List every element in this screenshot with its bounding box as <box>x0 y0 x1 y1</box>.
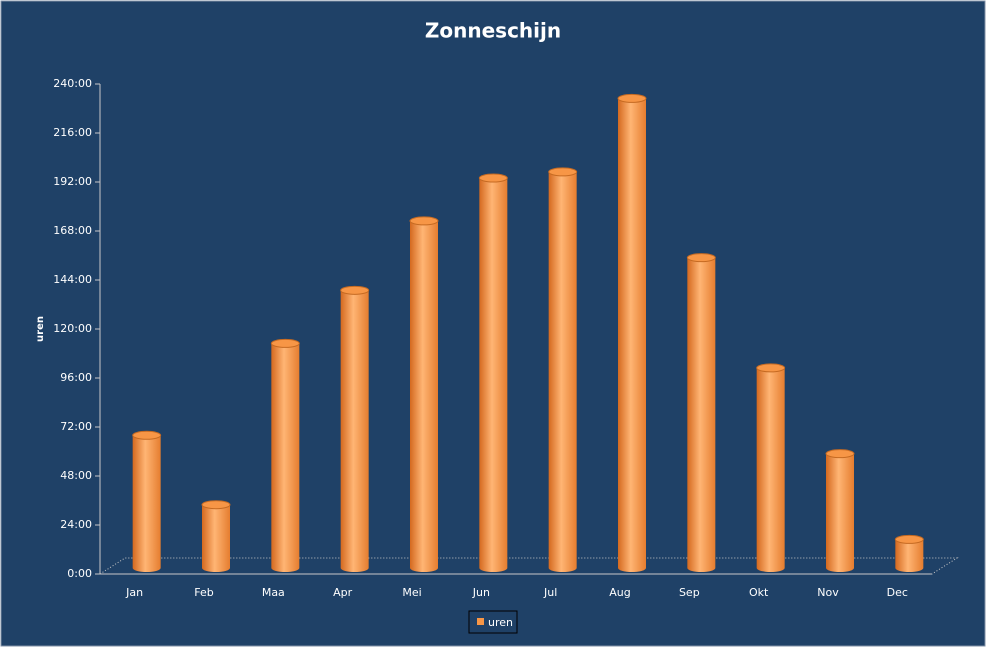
y-tick-label: 72:00 <box>60 420 92 433</box>
legend: uren <box>468 610 518 634</box>
y-tick-label: 0:00 <box>67 567 92 580</box>
x-tick-label: Okt <box>749 586 769 599</box>
x-tick-label: Maa <box>262 586 285 599</box>
bar-cap <box>409 216 439 226</box>
y-tick-label: 120:00 <box>53 322 92 335</box>
bar-cap <box>617 93 647 103</box>
bar-cap <box>340 285 370 295</box>
y-tick-label: 24:00 <box>60 518 92 531</box>
bar <box>756 367 785 572</box>
x-tick-label: Sep <box>679 586 700 599</box>
bar-cap <box>756 363 786 373</box>
legend-box <box>468 610 518 634</box>
x-tick-label: Aug <box>609 586 630 599</box>
y-tick-label: 48:00 <box>60 469 92 482</box>
floor <box>98 557 959 575</box>
x-tick-label: Nov <box>817 586 839 599</box>
bar <box>618 98 646 573</box>
y-axis-label: uren <box>35 316 46 342</box>
x-tick-label: Feb <box>194 586 213 599</box>
bar <box>687 257 716 572</box>
bar-cap <box>270 338 300 348</box>
bar <box>895 539 924 572</box>
bar-cap <box>478 173 508 183</box>
bar-cap <box>686 253 716 263</box>
bar <box>826 453 854 572</box>
bar-cap <box>132 430 162 440</box>
x-tick-label: Mei <box>402 586 421 599</box>
y-tick-label: 168:00 <box>53 224 92 237</box>
bar-cap <box>548 167 578 177</box>
y-tick-label: 240:00 <box>53 77 92 90</box>
y-tick-label: 192:00 <box>53 175 92 188</box>
bar-cap <box>825 449 855 459</box>
bar <box>202 504 230 572</box>
bar-cap <box>201 500 231 510</box>
x-tick-label: Jul <box>543 586 557 599</box>
bar <box>271 343 300 572</box>
bar <box>410 220 438 572</box>
bar-cap <box>894 534 924 544</box>
bar <box>132 435 161 572</box>
y-tick-label: 96:00 <box>60 371 92 384</box>
legend-label: uren <box>488 616 513 629</box>
x-tick-label: Dec <box>887 586 908 599</box>
bar <box>340 290 369 572</box>
bar <box>548 171 577 572</box>
legend-swatch <box>477 618 484 625</box>
y-tick-label: 144:00 <box>53 273 92 286</box>
y-tick-label: 216:00 <box>53 126 92 139</box>
x-tick-label: Apr <box>333 586 353 599</box>
bar <box>479 178 508 572</box>
x-tick-label: Jan <box>125 586 143 599</box>
x-tick-label: Jun <box>472 586 490 599</box>
chart-title: Zonneschijn <box>425 19 561 43</box>
